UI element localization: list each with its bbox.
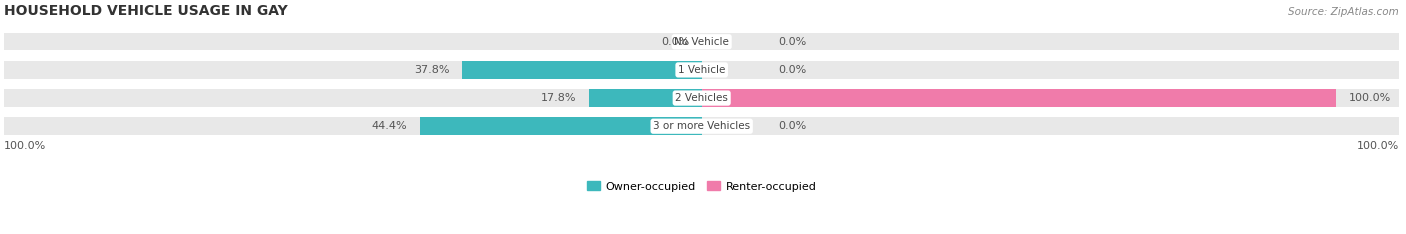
Bar [4,89,1399,107]
Text: 1 Vehicle: 1 Vehicle [678,65,725,75]
Text: No Vehicle: No Vehicle [675,37,730,47]
Text: 100.0%: 100.0% [1348,93,1391,103]
Text: 100.0%: 100.0% [4,141,46,151]
Bar [589,89,702,107]
Text: 37.8%: 37.8% [413,65,450,75]
Text: 0.0%: 0.0% [778,65,806,75]
Bar [702,89,1336,107]
Text: 0.0%: 0.0% [661,37,689,47]
Bar [4,33,1399,51]
Text: Source: ZipAtlas.com: Source: ZipAtlas.com [1288,7,1399,17]
Text: HOUSEHOLD VEHICLE USAGE IN GAY: HOUSEHOLD VEHICLE USAGE IN GAY [4,4,288,18]
Text: 0.0%: 0.0% [778,37,806,47]
Text: 0.0%: 0.0% [778,121,806,131]
Text: 44.4%: 44.4% [371,121,408,131]
Text: 100.0%: 100.0% [1357,141,1399,151]
Text: 3 or more Vehicles: 3 or more Vehicles [654,121,751,131]
Bar [4,61,1399,79]
Bar [463,61,702,79]
Bar [420,117,702,135]
Bar [4,117,1399,135]
Legend: Owner-occupied, Renter-occupied: Owner-occupied, Renter-occupied [582,177,821,196]
Text: 17.8%: 17.8% [541,93,576,103]
Text: 2 Vehicles: 2 Vehicles [675,93,728,103]
